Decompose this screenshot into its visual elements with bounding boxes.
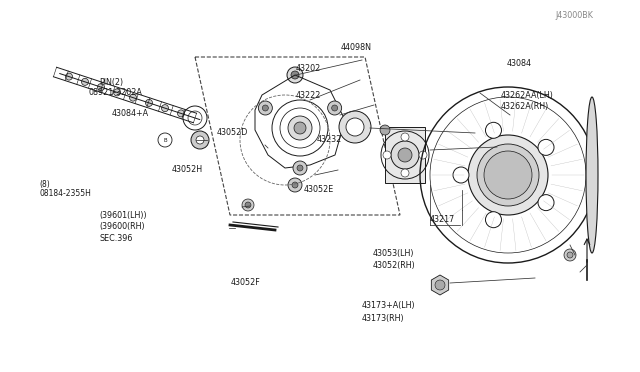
Circle shape [477,144,539,206]
Bar [385,127,425,183]
Text: 43232: 43232 [317,135,342,144]
Text: (8): (8) [40,180,51,189]
Text: 43202: 43202 [296,64,321,73]
Circle shape [196,136,204,144]
Circle shape [486,212,502,228]
Circle shape [328,101,342,115]
Circle shape [401,169,409,177]
Circle shape [161,105,168,112]
Circle shape [484,151,532,199]
Circle shape [294,122,306,134]
Text: 43084: 43084 [507,60,532,68]
Text: 43084+A: 43084+A [112,109,149,118]
Circle shape [129,94,136,101]
Circle shape [391,141,419,169]
Circle shape [97,84,104,91]
Text: 43173(RH): 43173(RH) [362,314,404,323]
Circle shape [288,178,302,192]
Circle shape [65,73,72,80]
Text: 43052F: 43052F [230,278,260,287]
Circle shape [288,116,312,140]
Text: 43262A(RH): 43262A(RH) [500,102,548,110]
Text: 43052H: 43052H [172,165,203,174]
Text: J43000BK: J43000BK [556,11,593,20]
Text: SEC.396: SEC.396 [99,234,132,243]
Text: 43053(LH): 43053(LH) [372,249,414,258]
Circle shape [401,133,409,141]
Circle shape [398,148,412,162]
Circle shape [567,252,573,258]
Circle shape [538,140,554,155]
Circle shape [113,89,120,96]
Circle shape [292,182,298,188]
Circle shape [259,101,273,115]
Circle shape [297,165,303,171]
Text: 43173+A(LH): 43173+A(LH) [362,301,415,310]
Text: B: B [163,138,167,142]
Circle shape [191,131,209,149]
Circle shape [291,71,299,79]
Text: 08921-3202A: 08921-3202A [88,88,142,97]
Circle shape [419,151,427,159]
Text: 43222: 43222 [296,92,321,100]
Text: 43217: 43217 [430,215,455,224]
Circle shape [293,161,307,175]
Circle shape [435,280,445,290]
Circle shape [262,105,268,111]
Circle shape [564,249,576,261]
Circle shape [245,202,251,208]
Circle shape [332,105,338,111]
Circle shape [242,199,254,211]
Circle shape [383,151,391,159]
Text: 43052E: 43052E [304,185,334,194]
Text: (39600(RH): (39600(RH) [99,222,145,231]
Text: 43052(RH): 43052(RH) [372,262,415,270]
Circle shape [346,118,364,136]
Text: (39601(LH)): (39601(LH)) [99,211,147,220]
Ellipse shape [586,97,598,253]
Circle shape [538,195,554,211]
Text: 43262AA(LH): 43262AA(LH) [500,92,554,100]
Circle shape [380,125,390,135]
Text: 08184-2355H: 08184-2355H [40,189,92,198]
Text: 43052D: 43052D [216,128,248,137]
Text: PIN(2): PIN(2) [99,78,124,87]
Circle shape [145,99,152,106]
Circle shape [468,135,548,215]
Circle shape [177,110,184,117]
Circle shape [81,78,88,85]
Circle shape [339,111,371,143]
Circle shape [287,67,303,83]
Circle shape [486,122,502,138]
Text: 44098N: 44098N [340,43,371,52]
Circle shape [453,167,469,183]
